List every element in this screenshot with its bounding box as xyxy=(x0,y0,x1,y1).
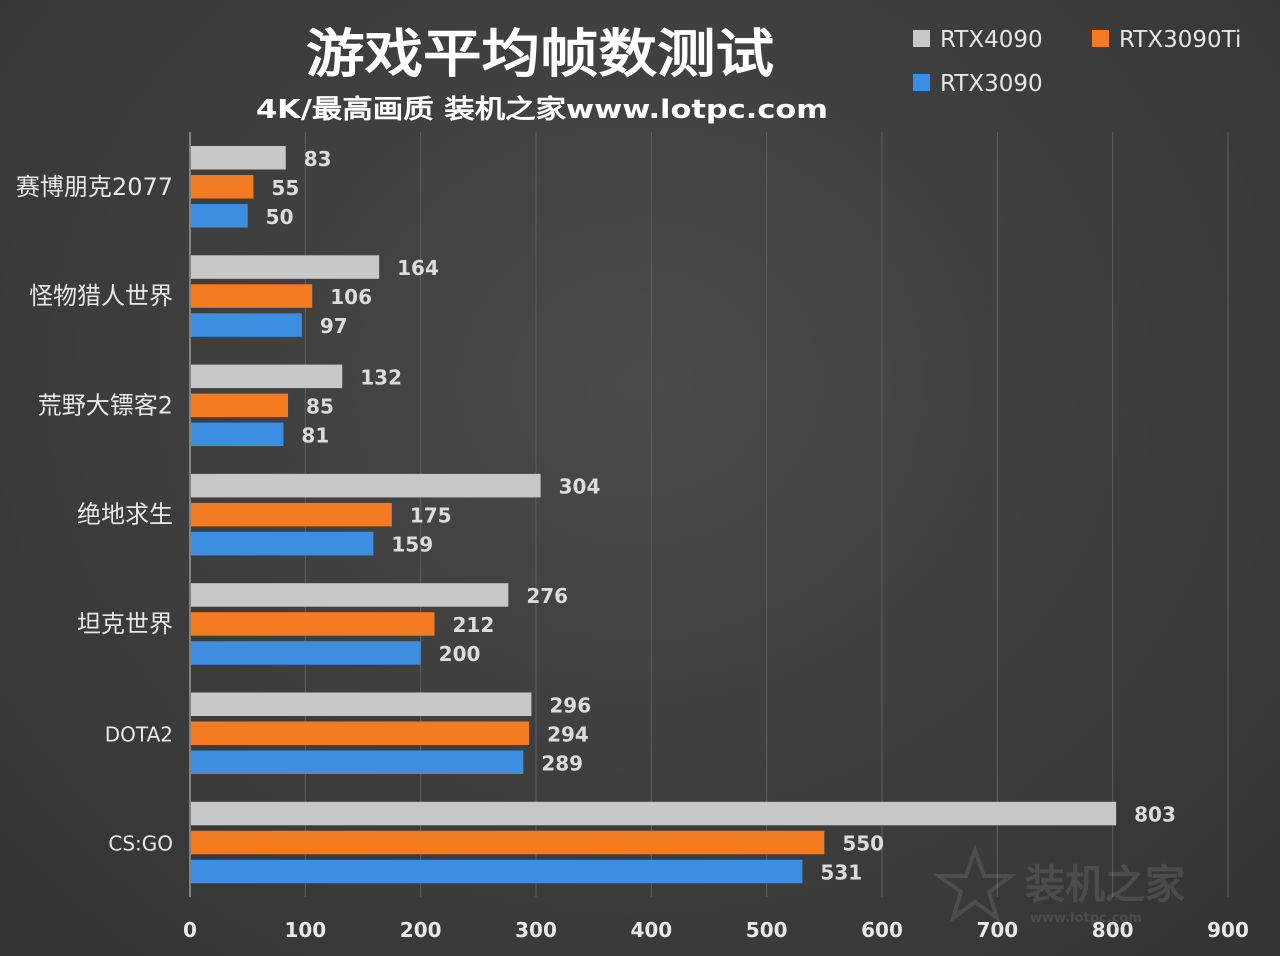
x-tick-label: 900 xyxy=(1207,918,1249,942)
value-label-rtx3090: 97 xyxy=(320,314,348,338)
value-label-rtx3090ti: 212 xyxy=(453,613,495,637)
category-label: DOTA2 xyxy=(105,722,173,746)
bar-rtx4090 xyxy=(191,146,286,170)
value-label-rtx3090: 531 xyxy=(820,861,862,885)
bar-rtx4090 xyxy=(191,801,1117,826)
watermark-url: www.lotpc.com xyxy=(1030,911,1142,926)
category-label: 赛博朋克2077 xyxy=(16,173,173,201)
bar-rtx4090 xyxy=(191,364,343,389)
bar-rtx3090ti xyxy=(191,175,254,199)
value-label-rtx3090: 159 xyxy=(391,533,433,557)
value-label-rtx3090: 289 xyxy=(541,751,583,775)
bar-rtx3090 xyxy=(191,313,302,337)
legend-swatch-rtx3090 xyxy=(913,74,930,91)
category-label: 坦克世界 xyxy=(77,610,173,638)
bar-rtx3090 xyxy=(191,859,803,884)
x-tick-label: 300 xyxy=(515,918,557,942)
legend-item-rtx3090: RTX3090 xyxy=(913,71,1043,97)
value-label-rtx3090ti: 550 xyxy=(842,832,884,856)
bar-rtx3090 xyxy=(191,531,374,556)
watermark-star-icon xyxy=(932,843,1018,924)
bar-rtx3090ti xyxy=(191,830,825,855)
value-label-rtx3090ti: 85 xyxy=(306,394,334,418)
x-tick-label: 100 xyxy=(284,918,326,942)
x-tick-label: 0 xyxy=(183,918,197,942)
bar-rtx3090ti xyxy=(191,612,435,636)
value-label-rtx4090: 164 xyxy=(397,256,439,280)
bar-rtx3090ti xyxy=(191,393,289,418)
grid-lines xyxy=(304,132,1229,897)
value-label-rtx3090ti: 106 xyxy=(330,285,372,309)
bar-rtx3090 xyxy=(191,750,524,774)
bar-rtx4090 xyxy=(191,692,532,716)
value-label-rtx4090: 83 xyxy=(304,147,332,171)
bar-rtx3090ti xyxy=(191,284,313,308)
bar-rtx3090ti xyxy=(191,721,530,745)
x-tick-labels: 0 100 200 300 400 500 600 700 800 900 xyxy=(183,918,1249,942)
category-label: 荒野大镖客2 xyxy=(38,391,173,419)
chart-subtitle: 4K/最高画质 装机之家www.lotpc.com xyxy=(256,94,828,125)
bar-rtx4090 xyxy=(191,583,509,607)
watermark-text: 装机之家 xyxy=(1025,862,1185,908)
bar-rtx3090 xyxy=(191,641,421,665)
category-label: 绝地求生 xyxy=(77,501,173,529)
value-label-rtx4090: 803 xyxy=(1134,803,1176,827)
value-label-rtx3090ti: 294 xyxy=(547,722,589,746)
x-tick-label: 600 xyxy=(861,918,903,942)
bar-rtx3090ti xyxy=(191,502,392,527)
legend-item-rtx4090: RTX4090 xyxy=(913,27,1043,53)
value-label-rtx4090: 296 xyxy=(549,693,591,717)
legend-swatch-rtx3090ti xyxy=(1092,30,1109,47)
category-label: 怪物猎人世界 xyxy=(29,282,173,310)
chart-title: 游戏平均帧数测试 xyxy=(306,25,774,85)
value-label-rtx3090: 50 xyxy=(266,205,294,229)
x-tick-label: 500 xyxy=(746,918,788,942)
value-label-rtx4090: 132 xyxy=(360,365,402,389)
x-tick-label: 700 xyxy=(976,918,1018,942)
value-label-rtx3090: 200 xyxy=(439,642,481,666)
category-label: CS:GO xyxy=(108,832,173,856)
watermark-logo: 装机之家 www.lotpc.com xyxy=(932,843,1185,926)
value-label-rtx3090: 81 xyxy=(301,423,329,447)
legend-label-rtx4090: RTX4090 xyxy=(940,27,1043,53)
legend-swatch-rtx4090 xyxy=(913,30,930,47)
value-label-rtx4090: 304 xyxy=(559,475,601,499)
x-tick-label: 400 xyxy=(630,918,672,942)
bar-rtx3090 xyxy=(191,422,284,447)
value-label-rtx4090: 276 xyxy=(526,584,568,608)
legend-item-rtx3090ti: RTX3090Ti xyxy=(1092,27,1241,53)
value-label-rtx3090ti: 175 xyxy=(410,504,452,528)
x-tick-label: 800 xyxy=(1092,918,1134,942)
legend-label-rtx3090: RTX3090 xyxy=(940,71,1043,97)
bars xyxy=(191,146,1117,884)
bar-rtx3090 xyxy=(191,204,248,228)
bar-rtx4090 xyxy=(191,473,541,498)
legend: RTX4090 RTX3090Ti RTX3090 xyxy=(913,27,1241,97)
legend-label-rtx3090ti: RTX3090Ti xyxy=(1119,27,1241,53)
bar-rtx4090 xyxy=(191,255,380,279)
x-tick-label: 200 xyxy=(400,918,442,942)
value-label-rtx3090ti: 55 xyxy=(271,176,299,200)
